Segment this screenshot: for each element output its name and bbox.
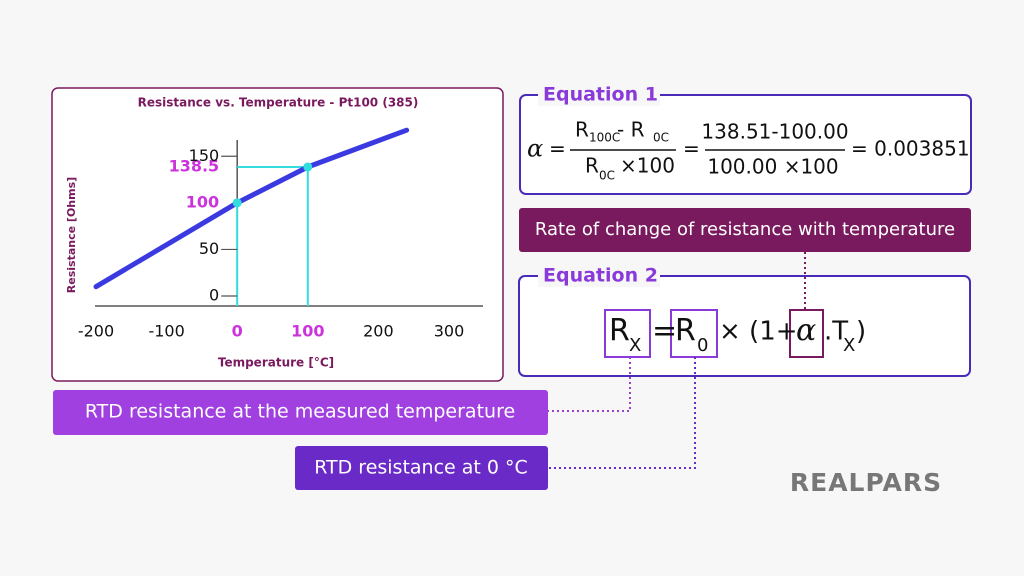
chart-panel — [51, 87, 504, 382]
term: R — [675, 314, 696, 349]
equation: α = R 100C - R 0C R 0C ×100 = 138.51-100… — [527, 118, 970, 183]
term: 138.51-100.00 — [701, 120, 848, 144]
x-axis-label: Temperature [°C] — [218, 356, 334, 370]
equation-title: Equation 2 — [543, 265, 658, 287]
subscript: X — [629, 335, 641, 356]
chart-title: Resistance vs. Temperature - Pt100 (385) — [138, 96, 419, 110]
title-gap — [538, 84, 660, 106]
symbol: = — [683, 137, 700, 161]
symbol: α — [527, 135, 543, 163]
y-tick-label: 0 — [209, 286, 219, 305]
x-tick-label: -100 — [148, 322, 184, 341]
note-box — [295, 446, 548, 490]
y-tick-label: 100 — [186, 192, 219, 211]
logo: REALPARS — [790, 468, 942, 497]
y-tick-label: 50 — [199, 239, 219, 258]
x-tick-label: 100 — [291, 322, 324, 341]
subscript: 100C — [589, 131, 620, 145]
y-axis-label: Resistance [Ohms] — [65, 177, 78, 293]
subscript: 0 — [697, 335, 708, 356]
equation-box — [519, 94, 972, 195]
symbol: α — [796, 313, 816, 348]
x-tick-label: 200 — [363, 322, 394, 341]
term: 100.00 ×100 — [707, 155, 838, 179]
x-tick-label: -200 — [78, 322, 114, 341]
note: RTD resistance at 0 °C — [314, 457, 528, 479]
x-tick-label: 300 — [434, 322, 465, 341]
term: ) — [856, 317, 866, 347]
note: RTD resistance at the measured temperatu… — [85, 401, 515, 423]
x-tick-label: 0 — [232, 322, 243, 341]
y-tick-label: 150 — [189, 146, 220, 165]
term: R — [575, 118, 589, 142]
term: R — [609, 314, 630, 349]
highlight-box — [789, 309, 824, 358]
term: - R — [617, 118, 645, 142]
symbol: = — [652, 314, 677, 349]
note-box — [53, 390, 548, 435]
term: × (1+ — [719, 317, 798, 347]
term: R — [585, 154, 599, 178]
result: = 0.003851 — [851, 137, 970, 161]
symbol: = — [549, 137, 566, 161]
note: Rate of change of resistance with temper… — [535, 219, 955, 240]
title-gap — [538, 265, 660, 287]
subscript: 0C — [653, 131, 669, 145]
highlight-point — [303, 162, 313, 172]
highlight-point — [232, 198, 242, 208]
note-box — [519, 208, 971, 252]
term: ×100 — [620, 154, 675, 178]
subscript: X — [843, 335, 855, 356]
data-line — [93, 127, 410, 290]
equation: R X = R 0 × (1+ α .T X ) — [609, 313, 866, 356]
highlight-box — [604, 309, 651, 358]
connector — [548, 357, 696, 469]
subscript: 0C — [599, 169, 615, 183]
equation-title: Equation 1 — [543, 84, 658, 106]
y-tick-label: 138.5 — [169, 156, 220, 175]
term: .T — [824, 317, 848, 347]
equation-box — [518, 275, 971, 377]
